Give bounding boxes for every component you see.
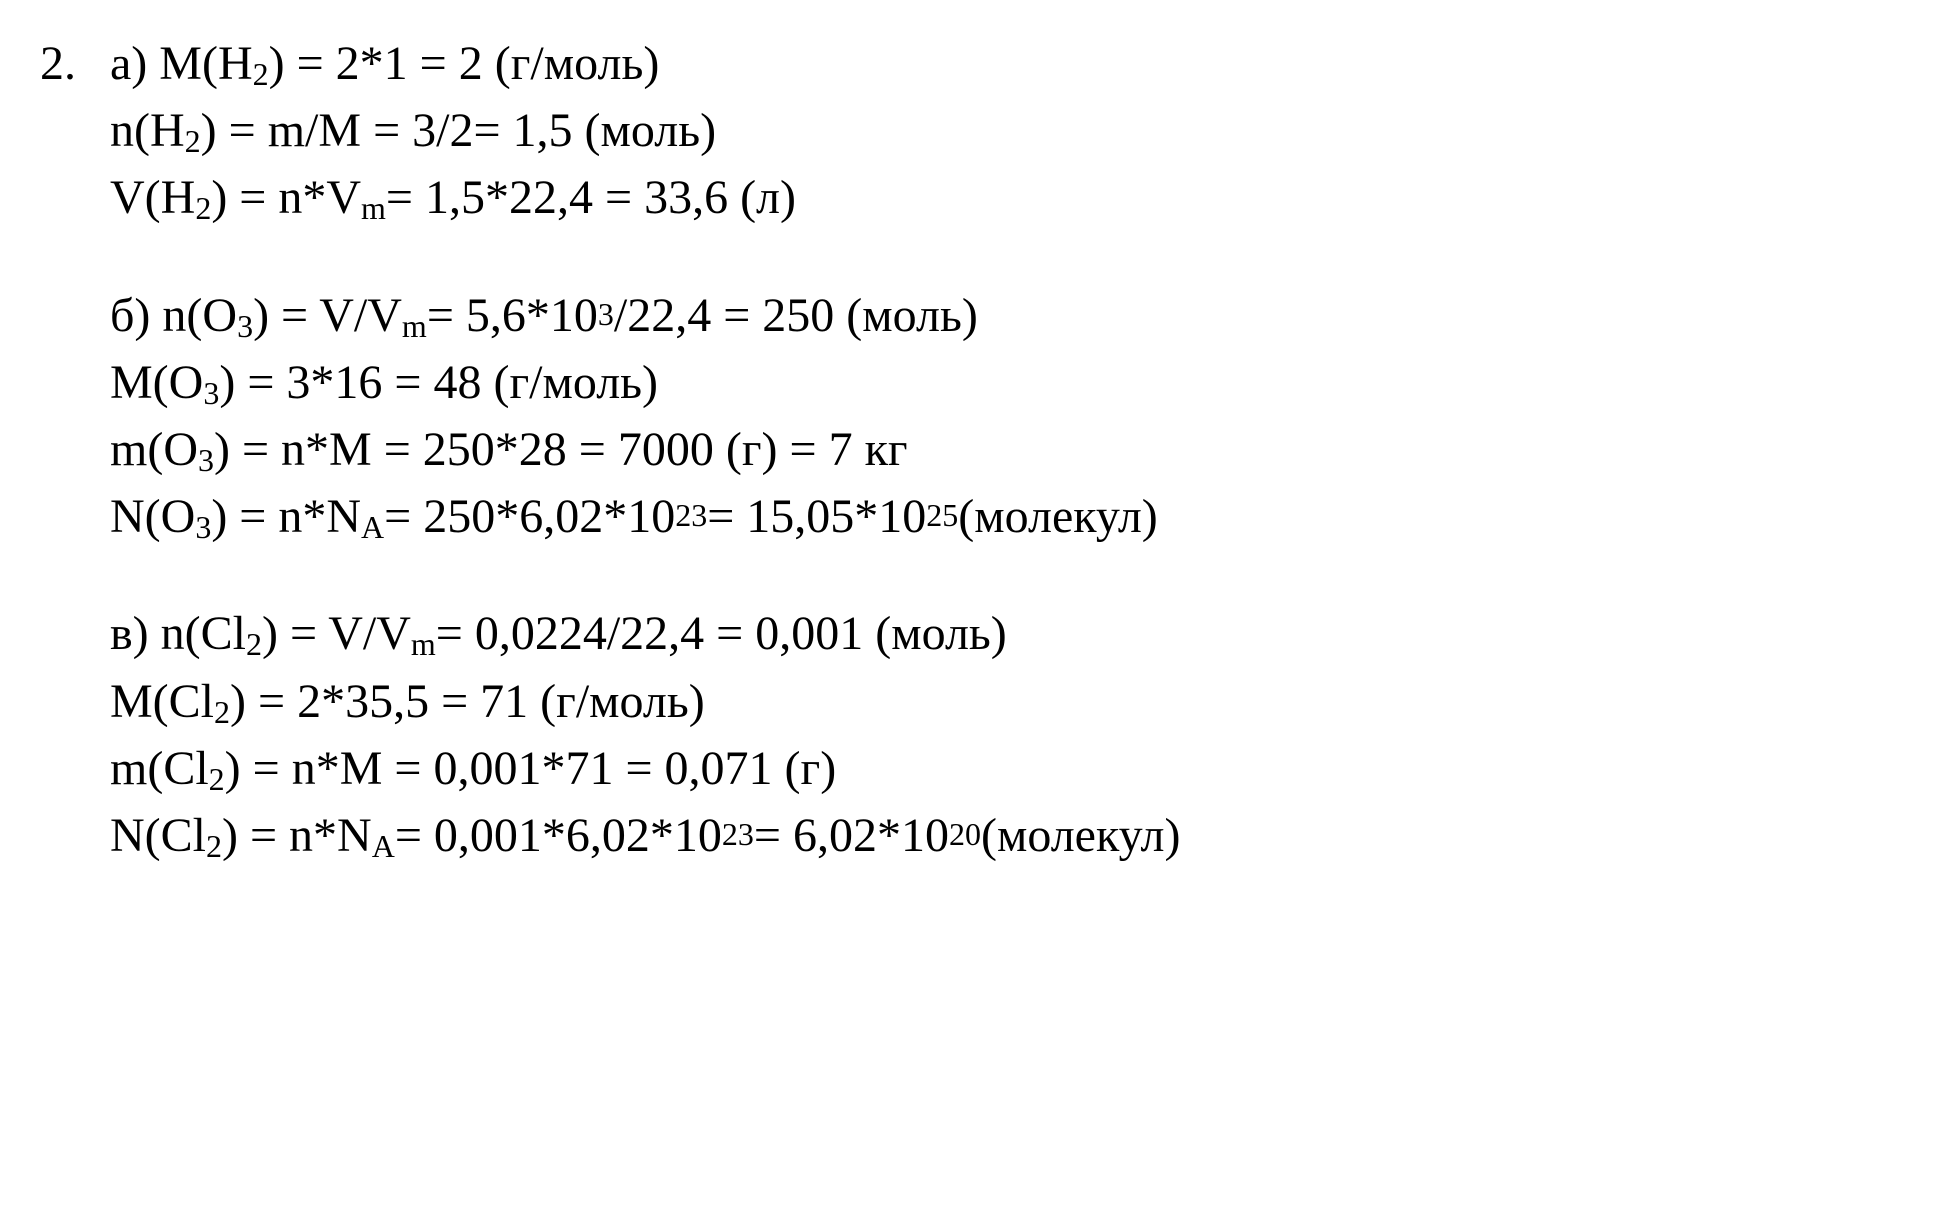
text: n(Cl bbox=[161, 600, 246, 667]
subscript: 2 bbox=[195, 186, 211, 231]
subscript: 2 bbox=[209, 757, 225, 802]
subscript: 2 bbox=[185, 119, 201, 164]
subscript: m bbox=[361, 186, 386, 231]
subscript: A bbox=[361, 505, 384, 550]
subscript: 3 bbox=[195, 505, 211, 550]
text: (молекул) bbox=[981, 802, 1180, 869]
text: M(H bbox=[159, 30, 252, 97]
superscript: 23 bbox=[675, 493, 707, 538]
line-b-1: б) n(O 3 ) = V/V m = 5,6*10 3 /22,4 = 25… bbox=[40, 282, 1902, 349]
part-label-c: в) bbox=[110, 600, 149, 667]
text: M(Cl bbox=[110, 668, 214, 735]
text: = 250*6,02*10 bbox=[384, 483, 675, 550]
line-b-2: M(O 3 ) = 3*16 = 48 (г/моль) bbox=[40, 349, 1902, 416]
text: ) = 3*16 = 48 (г/моль) bbox=[219, 349, 658, 416]
superscript: 23 bbox=[722, 812, 754, 857]
part-b: б) n(O 3 ) = V/V m = 5,6*10 3 /22,4 = 25… bbox=[40, 282, 1902, 551]
text: n(O bbox=[162, 282, 237, 349]
line-a-3: V(H 2 ) = n*V m = 1,5*22,4 = 33,6 (л) bbox=[40, 164, 1902, 231]
subscript: m bbox=[411, 622, 436, 667]
text: = 0,0224/22,4 = 0,001 (моль) bbox=[436, 600, 1007, 667]
text: ) = V/V bbox=[253, 282, 402, 349]
problem-number: 2. bbox=[40, 30, 110, 97]
subscript: 3 bbox=[198, 438, 214, 483]
subscript: 2 bbox=[214, 690, 230, 735]
superscript: 3 bbox=[598, 292, 614, 337]
line-c-2: M(Cl 2 ) = 2*35,5 = 71 (г/моль) bbox=[40, 668, 1902, 735]
line-c-4: N(Cl 2 ) = n*N A = 0,001*6,02*10 23 = 6,… bbox=[40, 802, 1902, 869]
part-a: 2. а) M(H 2 ) = 2*1 = 2 (г/моль) n(H 2 )… bbox=[40, 30, 1902, 232]
subscript: 2 bbox=[206, 824, 222, 869]
text: ) = n*V bbox=[211, 164, 361, 231]
text: ) = V/V bbox=[262, 600, 411, 667]
line-b-3: m(O 3 ) = n*M = 250*28 = 7000 (г) = 7 кг bbox=[40, 416, 1902, 483]
part-label-b: б) bbox=[110, 282, 150, 349]
text: V(H bbox=[110, 164, 195, 231]
line-a-1: 2. а) M(H 2 ) = 2*1 = 2 (г/моль) bbox=[40, 30, 1902, 97]
line-a-2: n(H 2 ) = m/M = 3/2= 1,5 (моль) bbox=[40, 97, 1902, 164]
text: = 0,001*6,02*10 bbox=[395, 802, 722, 869]
subscript: 2 bbox=[253, 52, 269, 97]
text: = 6,02*10 bbox=[754, 802, 949, 869]
line-b-4: N(O 3 ) = n*N A = 250*6,02*10 23 = 15,05… bbox=[40, 483, 1902, 550]
superscript: 25 bbox=[926, 493, 958, 538]
text: ) = n*M = 0,001*71 = 0,071 (г) bbox=[225, 735, 837, 802]
text: m(Cl bbox=[110, 735, 209, 802]
text: ) = n*N bbox=[222, 802, 372, 869]
text: ) = n*M = 250*28 = 7000 (г) = 7 кг bbox=[214, 416, 908, 483]
subscript: m bbox=[402, 304, 427, 349]
text: ) = 2*35,5 = 71 (г/моль) bbox=[230, 668, 705, 735]
subscript: 3 bbox=[237, 304, 253, 349]
text: = 1,5*22,4 = 33,6 (л) bbox=[386, 164, 796, 231]
subscript: 3 bbox=[203, 371, 219, 416]
text: N(O bbox=[110, 483, 195, 550]
superscript: 20 bbox=[949, 812, 981, 857]
subscript: 2 bbox=[246, 622, 262, 667]
line-c-3: m(Cl 2 ) = n*M = 0,001*71 = 0,071 (г) bbox=[40, 735, 1902, 802]
line-c-1: в) n(Cl 2 ) = V/V m = 0,0224/22,4 = 0,00… bbox=[40, 600, 1902, 667]
text: n(H bbox=[110, 97, 185, 164]
text: ) = 2*1 = 2 (г/моль) bbox=[269, 30, 660, 97]
text: ) = n*N bbox=[211, 483, 361, 550]
subscript: A bbox=[372, 824, 395, 869]
text: M(O bbox=[110, 349, 203, 416]
text: N(Cl bbox=[110, 802, 206, 869]
text: ) = m/M = 3/2= 1,5 (моль) bbox=[201, 97, 716, 164]
page-content: 2. а) M(H 2 ) = 2*1 = 2 (г/моль) n(H 2 )… bbox=[0, 0, 1942, 949]
text: /22,4 = 250 (моль) bbox=[614, 282, 978, 349]
part-label-a: а) bbox=[110, 30, 147, 97]
text: = 15,05*10 bbox=[707, 483, 926, 550]
text: = 5,6*10 bbox=[427, 282, 598, 349]
part-c: в) n(Cl 2 ) = V/V m = 0,0224/22,4 = 0,00… bbox=[40, 600, 1902, 869]
text: (молекул) bbox=[958, 483, 1157, 550]
text: m(O bbox=[110, 416, 198, 483]
